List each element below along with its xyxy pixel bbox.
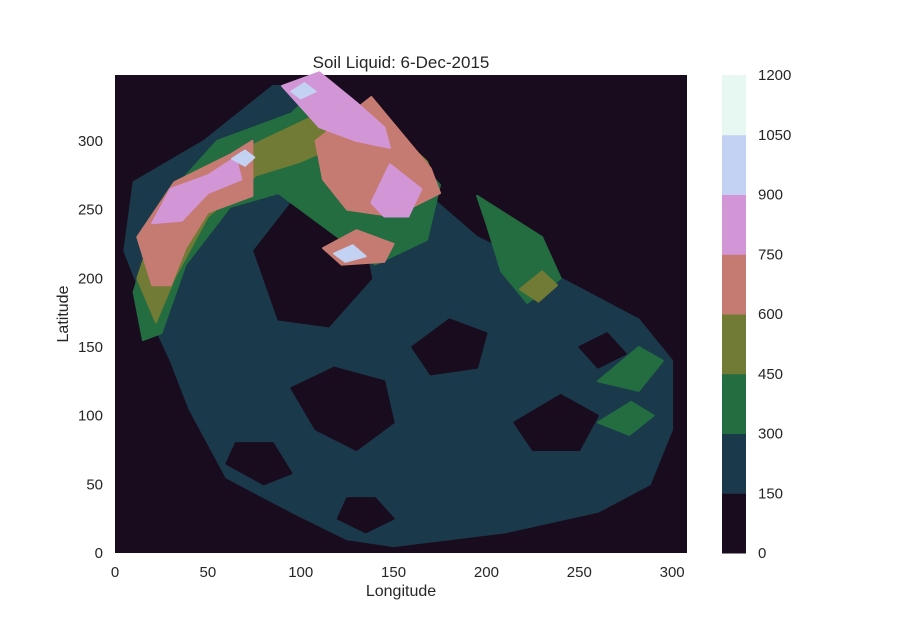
- y-tick-label: 0: [95, 545, 103, 562]
- colorbar-tick-label: 600: [758, 306, 783, 323]
- colorbar-segment: [722, 493, 746, 554]
- y-tick-label: 150: [78, 339, 103, 356]
- contour-region-2: [290, 366, 395, 451]
- contour-region-14: [518, 270, 558, 303]
- colorbar-segment: [722, 134, 746, 195]
- y-axis: 0 50 100 150 200 250 300: [78, 133, 103, 562]
- contour-region-5: [513, 394, 599, 451]
- x-axis: 0 50 100 150 200 250 300: [111, 564, 685, 581]
- colorbar-tick-label: 0: [758, 545, 766, 562]
- colorbar-tick-label: 750: [758, 246, 783, 263]
- x-tick-label: 200: [474, 564, 499, 581]
- y-tick-label: 250: [78, 202, 103, 219]
- colorbar-segment: [722, 433, 746, 494]
- y-tick-label: 100: [78, 408, 103, 425]
- colorbar-segment: [722, 75, 746, 136]
- x-tick-label: 50: [200, 564, 217, 581]
- contour-region-22: [333, 244, 367, 263]
- colorbar-segment: [722, 373, 746, 434]
- x-tick-label: 0: [111, 564, 119, 581]
- colorbar-segment: [722, 194, 746, 255]
- colorbar-tick-label: 150: [758, 485, 783, 502]
- colorbar-tick-label: 900: [758, 187, 783, 204]
- x-tick-label: 250: [567, 564, 592, 581]
- plot-area: [115, 71, 687, 553]
- colorbar: [722, 75, 746, 554]
- colorbar-tick-label: 300: [758, 426, 783, 443]
- x-tick-label: 150: [381, 564, 406, 581]
- contour-region-10: [596, 346, 664, 392]
- contour-region-3: [225, 442, 293, 486]
- y-tick-label: 300: [78, 133, 103, 150]
- colorbar-tick-label: 1050: [758, 127, 791, 144]
- contour-region-18: [151, 156, 243, 225]
- contour-region-21: [231, 149, 256, 167]
- colorbar-ticks: 0 150 300 450 600 750 900 1050 1200: [758, 67, 791, 562]
- x-tick-label: 300: [660, 564, 685, 581]
- colorbar-segment: [722, 254, 746, 315]
- contour-region-11: [596, 400, 655, 436]
- colorbar-tick-label: 1200: [758, 67, 791, 84]
- y-axis-label: Latitude: [55, 285, 72, 343]
- y-tick-label: 200: [78, 270, 103, 287]
- contour-region-7: [578, 332, 627, 369]
- contour-region-20: [370, 163, 423, 218]
- colorbar-tick-label: 450: [758, 366, 783, 383]
- y-tick-label: 50: [86, 476, 103, 493]
- x-axis-label: Longitude: [365, 583, 437, 600]
- colorbar-segment: [722, 314, 746, 375]
- chart-title: Soil Liquid: 6-Dec-2015: [312, 53, 490, 72]
- contour-region-4: [411, 318, 488, 376]
- contour-region-23: [290, 82, 317, 100]
- contour-region-6: [336, 497, 395, 534]
- x-tick-label: 100: [288, 564, 313, 581]
